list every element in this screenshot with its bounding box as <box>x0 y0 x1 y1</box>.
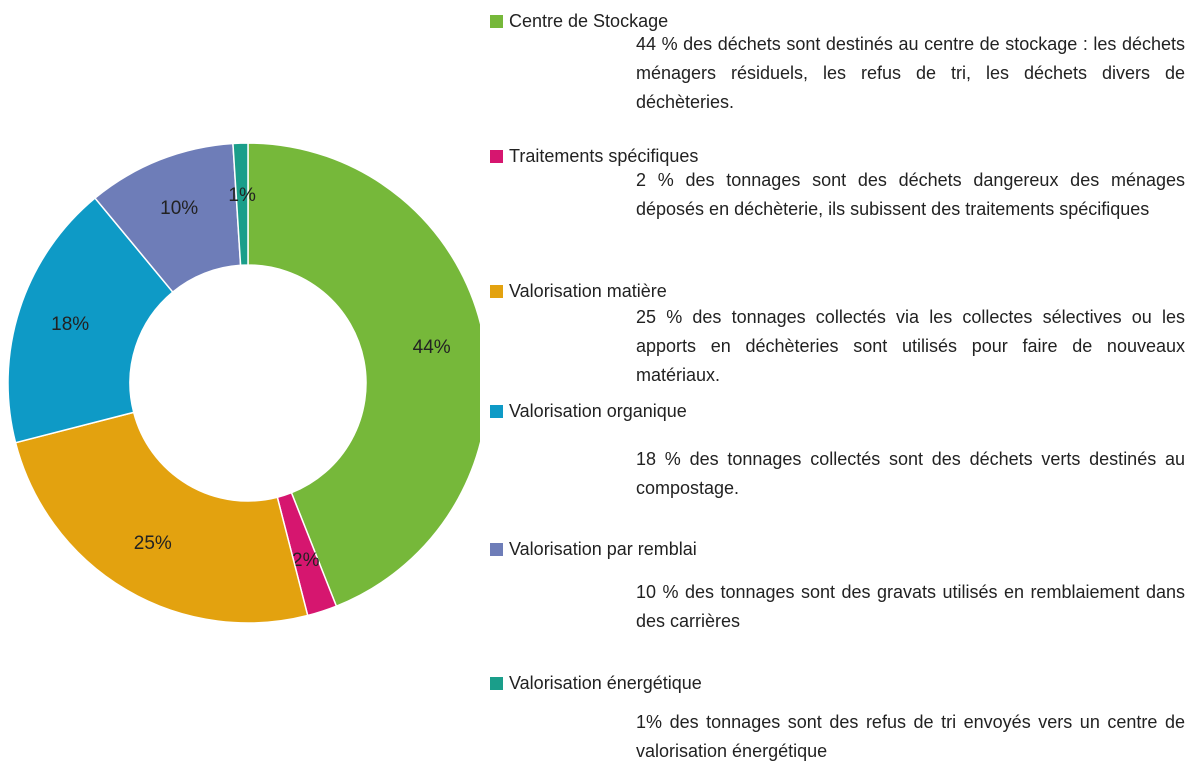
description: 2 % des tonnages sont des déchets danger… <box>636 170 1185 219</box>
donut-segment <box>14 411 309 624</box>
legend-item: Centre de Stockage <box>490 10 668 32</box>
legend-label: Traitements spécifiques <box>509 146 699 166</box>
donut-segment <box>232 142 249 267</box>
description: 1% des tonnages sont des refus de tri en… <box>636 712 1185 761</box>
legend-label: Valorisation matière <box>509 281 667 301</box>
donut-segment <box>7 197 174 444</box>
legend-label: Centre de Stockage <box>509 11 669 31</box>
data-label: 18% <box>51 314 89 335</box>
legend-label: Valorisation organique <box>509 401 687 421</box>
legend-swatch <box>490 15 503 28</box>
data-label: 1% <box>228 185 256 206</box>
description: 44 % des déchets sont destinés au centre… <box>636 34 1185 112</box>
data-label: 10% <box>160 198 198 219</box>
donut-segment <box>247 142 480 608</box>
legend-item: Valorisation par remblai <box>490 538 697 560</box>
legend-item: Valorisation énergétique <box>490 672 702 694</box>
legend-item: Valorisation organique <box>490 400 687 422</box>
legend-label: Valorisation énergétique <box>509 673 702 693</box>
description: 18 % des tonnages collectés sont des déc… <box>636 449 1185 498</box>
legend-item: Valorisation matière <box>490 280 667 302</box>
chart: 44% 2% 25% 18% 10% 1% <box>7 142 480 624</box>
legend-swatch <box>490 150 503 163</box>
legend-item: Traitements spécifiques <box>490 145 698 167</box>
legend-swatch <box>490 677 503 690</box>
legend-swatch <box>490 285 503 298</box>
data-label: 2% <box>292 550 320 571</box>
description: 10 % des tonnages sont des gravats utili… <box>636 582 1185 631</box>
data-label: 44% <box>413 337 451 358</box>
data-label: 25% <box>134 533 172 554</box>
legend-swatch <box>490 543 503 556</box>
legend-label: Valorisation par remblai <box>509 539 697 559</box>
legend-swatch <box>490 405 503 418</box>
description: 25 % des tonnages collectés via les coll… <box>636 307 1185 385</box>
